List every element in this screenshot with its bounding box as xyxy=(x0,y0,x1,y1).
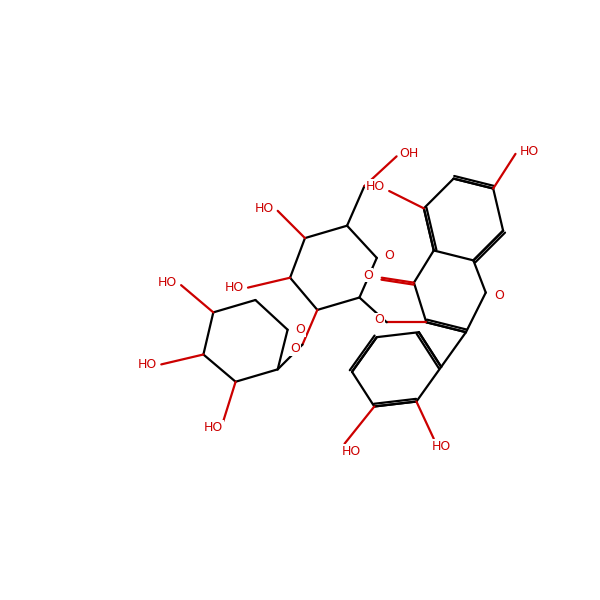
Text: O: O xyxy=(494,289,505,302)
Text: HO: HO xyxy=(254,202,274,215)
Text: HO: HO xyxy=(366,179,385,193)
Text: O: O xyxy=(374,313,384,326)
Text: O: O xyxy=(384,249,394,262)
Text: HO: HO xyxy=(520,145,539,158)
Text: O: O xyxy=(290,342,300,355)
Text: HO: HO xyxy=(342,445,361,458)
Text: HO: HO xyxy=(138,358,157,371)
Text: HO: HO xyxy=(204,421,223,434)
Text: HO: HO xyxy=(225,281,244,294)
Text: O: O xyxy=(363,269,373,282)
Text: OH: OH xyxy=(399,148,418,160)
Text: O: O xyxy=(295,323,305,336)
Text: HO: HO xyxy=(158,276,177,289)
Text: HO: HO xyxy=(431,440,451,452)
